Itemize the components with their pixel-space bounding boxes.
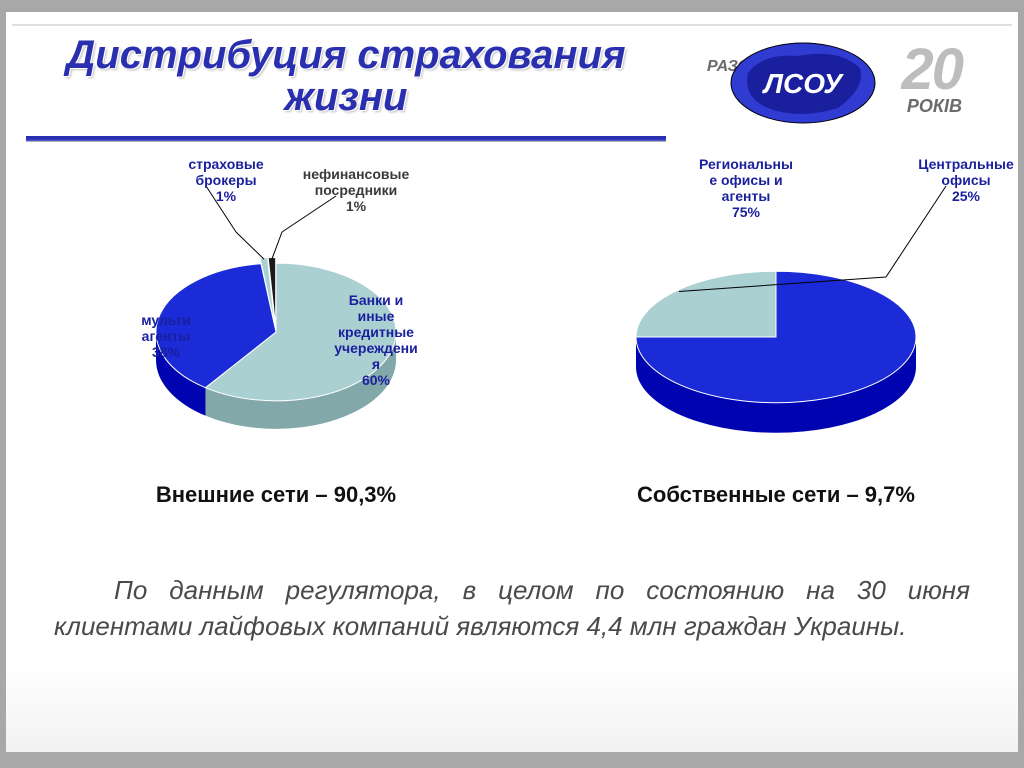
logo-years-label: РОКІВ [907, 96, 962, 117]
title-underline [26, 136, 666, 141]
logo-abbr: ЛСОУ [762, 68, 844, 99]
pie-slice-label: страховыеброкеры1% [166, 156, 286, 204]
slide-title: Дистрибуция страхования жизни [26, 34, 666, 118]
pie-chart-right: Региональные офисы иагенты75%Центральные… [546, 162, 1006, 472]
slide-frame: Дистрибуция страхования жизни РАЗОМ З 20… [0, 0, 1024, 768]
pie-chart-left: Банки ииныекредитныеучереждения60% мульти… [46, 162, 506, 472]
pie-slice-label: мультиагенты38% [106, 312, 226, 360]
title-line-1: Дистрибуция страхования [66, 33, 625, 77]
pie-slice-label: Региональные офисы иагенты75% [686, 156, 806, 220]
frame-top-inner-line [12, 24, 1012, 26]
logo-years-number: 20 [901, 36, 962, 103]
pie-slice-label: Центральныеофисы25% [906, 156, 1024, 204]
chart-left-caption: Внешние сети – 90,3% [46, 482, 506, 508]
logo: РАЗОМ З 20 РОКІВ ЛСОУ [698, 30, 998, 130]
chart-right-caption: Собственные сети – 9,7% [546, 482, 1006, 508]
body-paragraph: По данным регулятора, в целом по состоян… [54, 572, 970, 645]
pie-slice-label: нефинансовыепосредники1% [296, 166, 416, 214]
charts-area: Банки ииныекредитныеучереждения60% мульти… [6, 162, 1024, 522]
logo-emblem-icon: ЛСОУ [728, 38, 878, 128]
pie-slice-label: Банки ииныекредитныеучереждения60% [316, 292, 436, 389]
pie-slice [636, 271, 776, 337]
title-line-2: жизни [285, 75, 408, 119]
